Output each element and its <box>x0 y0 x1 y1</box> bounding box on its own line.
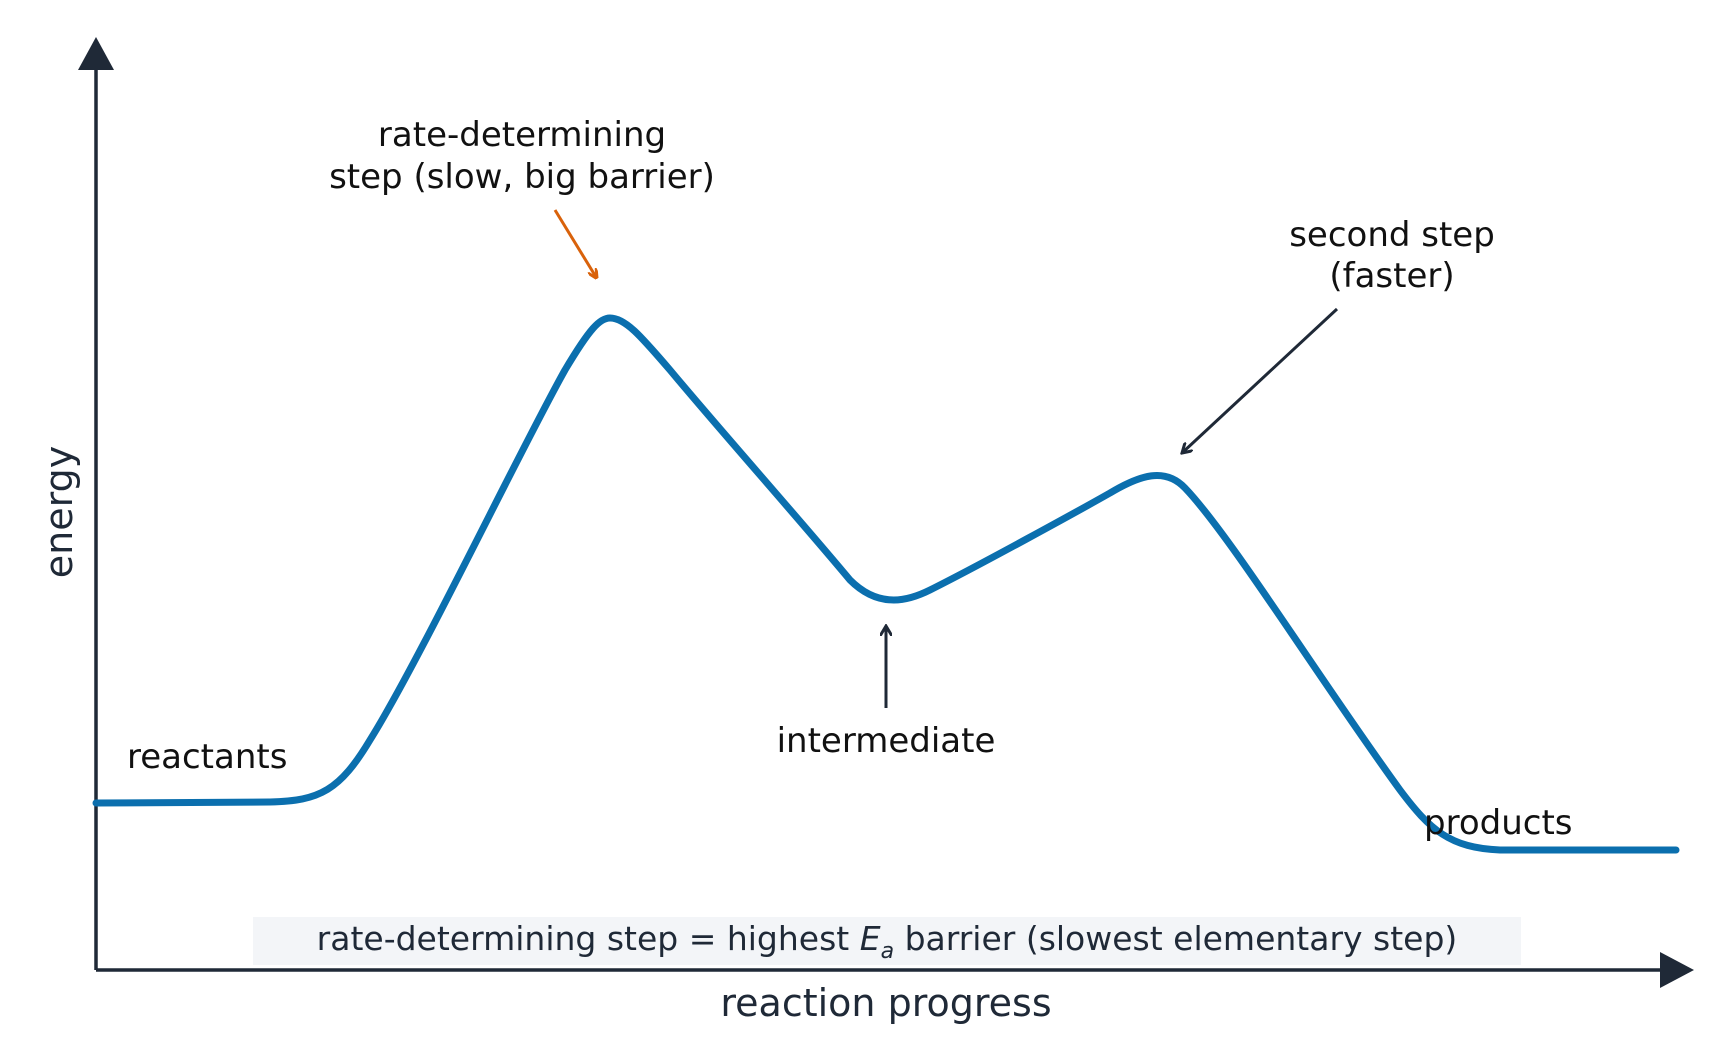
y-axis-arrowhead <box>78 37 114 70</box>
caption-text: rate-determining step = highest Ea barri… <box>317 919 1458 964</box>
caption-prefix: rate-determining step = highest <box>317 919 860 958</box>
rate-determining-label-line1: rate-determining <box>378 115 666 155</box>
caption-background <box>253 917 1521 965</box>
energy-curve <box>92 314 1680 854</box>
y-axis-label: energy <box>37 446 81 578</box>
rate-determining-arrow <box>553 209 596 277</box>
second-step-label-line2: (faster) <box>1329 256 1454 296</box>
caption-suffix: barrier (slowest elementary step) <box>894 919 1457 958</box>
x-axis-arrowhead <box>1660 952 1694 988</box>
second-step-label-line1: second step <box>1289 215 1495 255</box>
second-step-arrow <box>1182 307 1339 453</box>
products-label: products <box>1424 803 1572 843</box>
rate-determining-label-line2: step (slow, big barrier) <box>329 157 715 197</box>
x-axis-label: reaction progress <box>720 981 1051 1025</box>
caption-symbol: E <box>860 919 881 958</box>
intermediate-label: intermediate <box>777 721 996 761</box>
caption-subscript: a <box>881 939 894 964</box>
reactants-label: reactants <box>127 737 287 777</box>
